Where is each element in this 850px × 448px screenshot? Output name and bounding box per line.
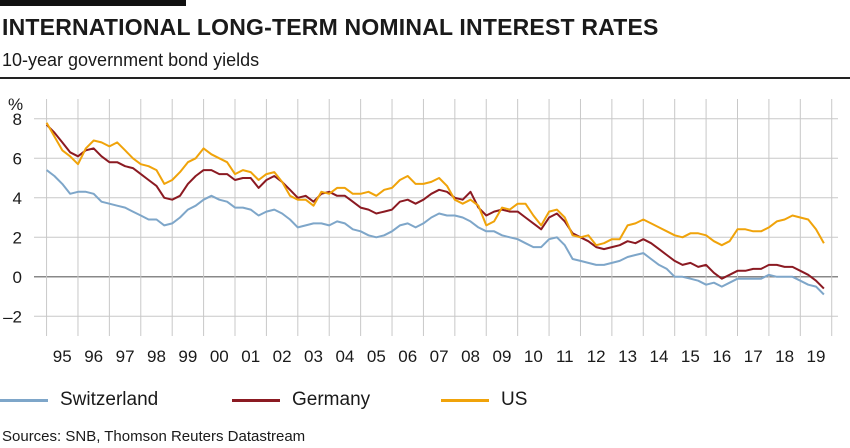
x-tick-label: 02 (273, 347, 292, 366)
x-tick-label: 01 (241, 347, 260, 366)
y-tick-label: 2 (13, 228, 22, 247)
x-tick-label: 98 (147, 347, 166, 366)
x-tick-label: 12 (587, 347, 606, 366)
x-tick-label: 99 (178, 347, 197, 366)
x-tick-label: 19 (807, 347, 826, 366)
series-line-switzerland (45, 169, 825, 296)
source-note: Sources: SNB, Thomson Reuters Datastream (2, 428, 306, 445)
x-tick-label: 15 (681, 347, 700, 366)
legend-item-switzerland: Switzerland (0, 388, 158, 412)
x-tick-label: 97 (116, 347, 135, 366)
header-divider (0, 77, 850, 79)
legend-swatch-germany (232, 398, 280, 402)
x-tick-label: 06 (398, 347, 417, 366)
y-tick-label: 4 (13, 189, 22, 208)
series-line-us (45, 122, 825, 247)
legend-swatch-switzerland (0, 398, 48, 402)
x-tick-label: 95 (53, 347, 72, 366)
x-tick-label: 07 (430, 347, 449, 366)
y-axis-unit-label: % (8, 95, 23, 114)
x-tick-label: 04 (335, 347, 354, 366)
x-tick-label: 08 (461, 347, 480, 366)
y-tick-label: –2 (3, 307, 22, 326)
y-tick-label: 6 (13, 149, 22, 168)
chart-subtitle: 10-year government bond yields (2, 50, 260, 70)
y-tick-label: 8 (13, 110, 22, 129)
x-tick-label: 96 (84, 347, 103, 366)
x-tick-label: 05 (367, 347, 386, 366)
x-tick-label: 00 (210, 347, 229, 366)
x-tick-label: 13 (618, 347, 637, 366)
legend-label-us: US (501, 389, 528, 410)
x-tick-label: 03 (304, 347, 323, 366)
title-accent-bar (0, 0, 186, 6)
legend-item-germany: Germany (232, 388, 370, 412)
series-line-germany (45, 123, 825, 290)
legend-item-us: US (441, 388, 527, 412)
x-tick-label: 10 (524, 347, 543, 366)
chart-title: INTERNATIONAL LONG-TERM NOMINAL INTEREST… (2, 14, 659, 40)
y-tick-label: 0 (13, 268, 22, 287)
legend-label-switzerland: Switzerland (60, 389, 159, 410)
x-tick-label: 18 (775, 347, 794, 366)
x-tick-label: 16 (712, 347, 731, 366)
x-tick-label: 11 (556, 347, 574, 366)
x-tick-label: 17 (744, 347, 763, 366)
legend-swatch-us (441, 398, 489, 402)
legend-label-germany: Germany (292, 389, 371, 410)
x-tick-label: 09 (492, 347, 511, 366)
x-tick-label: 14 (650, 347, 669, 366)
